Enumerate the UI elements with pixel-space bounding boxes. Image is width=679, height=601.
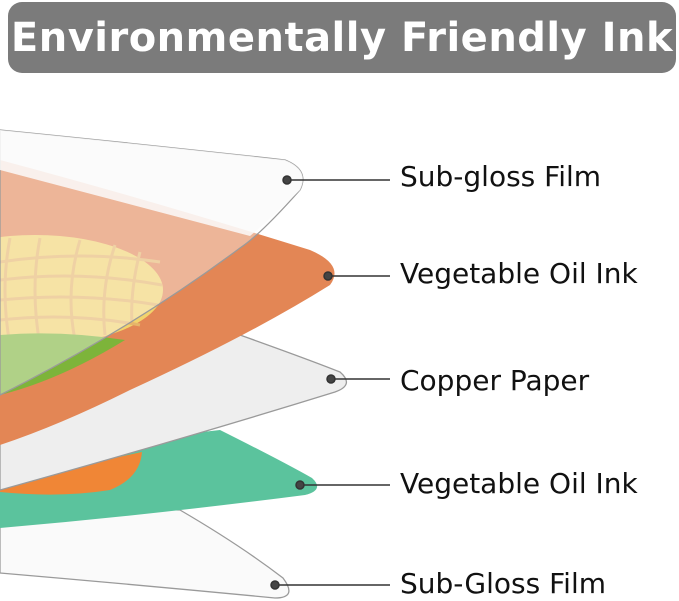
- orange-shape: [0, 452, 142, 495]
- title-banner: Environmentally Friendly Ink: [8, 2, 676, 73]
- layer-bottom-film: [0, 504, 290, 599]
- pointer-dot: [282, 175, 292, 185]
- title: Environmentally Friendly Ink: [10, 14, 674, 61]
- label-sub-gloss-film-bottom: Sub-Gloss Film: [400, 567, 607, 600]
- label-vegetable-oil-ink-teal: Vegetable Oil Ink: [400, 467, 638, 500]
- label-copper-paper: Copper Paper: [400, 364, 590, 397]
- pointer-dot: [295, 480, 305, 490]
- layer-orange-ink: [0, 160, 335, 445]
- layer-copper-paper: [0, 334, 347, 491]
- pointer-dot: [326, 374, 336, 384]
- pointer-dot: [323, 271, 333, 281]
- label-vegetable-oil-ink-orange: Vegetable Oil Ink: [400, 257, 638, 290]
- pointer-dot: [270, 580, 280, 590]
- label-sub-gloss-film-top: Sub-gloss Film: [400, 160, 602, 193]
- globe-graphic: [0, 235, 163, 346]
